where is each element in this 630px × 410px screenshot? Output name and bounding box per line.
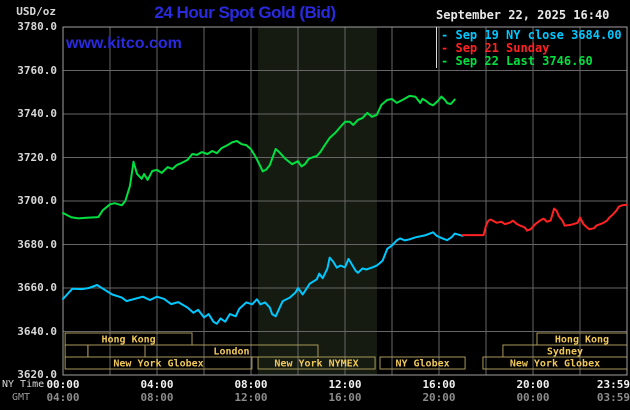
- x-tick-label: 00:00: [516, 391, 550, 404]
- kitco-watermark-link[interactable]: www.kitco.com: [66, 35, 182, 52]
- x-tick-label: 23:59: [596, 378, 630, 391]
- session-box: [64, 344, 89, 358]
- session-label: New York NYMEX: [274, 359, 358, 370]
- price-line: [461, 203, 628, 237]
- price-line: [62, 94, 456, 220]
- session-box: [379, 356, 466, 370]
- x-tick-label: 04:00: [46, 391, 80, 404]
- session-label: New York Globex: [510, 359, 600, 370]
- x-axis-row-label-gmt: GMT: [12, 392, 31, 403]
- legend-dash-icon: -: [441, 28, 449, 42]
- price-line: [62, 231, 464, 325]
- legend-dash-icon: -: [441, 41, 449, 55]
- session-label: NY Globex: [395, 359, 449, 370]
- plot-frame: [62, 26, 628, 376]
- legend-dash-icon: -: [441, 54, 449, 68]
- legend-item-sep21: - Sep 21 Sunday: [441, 42, 622, 55]
- y-tick-label: 3640.0: [17, 324, 57, 338]
- session-label: New York Globex: [113, 359, 203, 370]
- x-tick-label: 20:00: [516, 378, 550, 391]
- x-tick-label: 00:00: [46, 378, 80, 391]
- session-box: [257, 356, 376, 370]
- y-tick-label: 3680.0: [17, 237, 57, 251]
- session-box: [87, 344, 146, 358]
- legend-item-label: Sep 21 Sunday: [455, 41, 550, 55]
- legend-divider-line: [436, 27, 437, 68]
- session-label: Hong Kong: [555, 335, 609, 346]
- legend-item-label: Sep 19 NY close 3684.00: [455, 28, 622, 42]
- y-tick-label: 3620.0: [17, 368, 57, 381]
- session-label: Sydney: [547, 347, 583, 358]
- y-tick-label: 3740.0: [17, 107, 57, 120]
- legend-item-label: Sep 22 Last 3746.60: [455, 54, 593, 68]
- y-tick-label: 3720.0: [17, 150, 57, 164]
- y-tick-label: 3760.0: [17, 63, 57, 77]
- x-tick-label: 03:59: [596, 391, 630, 404]
- y-axis-unit-label: USD/oz: [16, 5, 56, 18]
- x-tick-label: 12:00: [234, 391, 268, 404]
- x-tick-label: 08:00: [140, 391, 174, 404]
- x-tick-label: 16:00: [422, 378, 456, 391]
- y-tick-label: 3700.0: [17, 194, 57, 207]
- y-tick-label: 3660.0: [17, 281, 57, 294]
- legend-item-sep19: - Sep 19 NY close 3684.00: [441, 29, 622, 42]
- x-tick-label: 20:00: [422, 391, 456, 404]
- session-label: London: [213, 347, 249, 358]
- x-axis-row-label-nytime: NY Time: [2, 379, 45, 390]
- x-tick-label: 04:00: [140, 378, 174, 391]
- x-tick-label: 08:00: [234, 378, 268, 391]
- session-box: [64, 356, 253, 370]
- y-tick-label: 3780.0: [17, 20, 57, 33]
- chart-datetime: September 22, 2025 16:40: [436, 8, 610, 22]
- x-tick-label: 12:00: [328, 378, 362, 391]
- page-title: 24 Hour Spot Gold (Bid): [154, 3, 336, 22]
- chart-legend: - Sep 19 NY close 3684.00 - Sep 21 Sunda…: [441, 29, 622, 68]
- x-tick-label: 16:00: [328, 391, 362, 404]
- legend-item-sep22: - Sep 22 Last 3746.60: [441, 55, 622, 68]
- session-label: Hong Kong: [101, 335, 155, 346]
